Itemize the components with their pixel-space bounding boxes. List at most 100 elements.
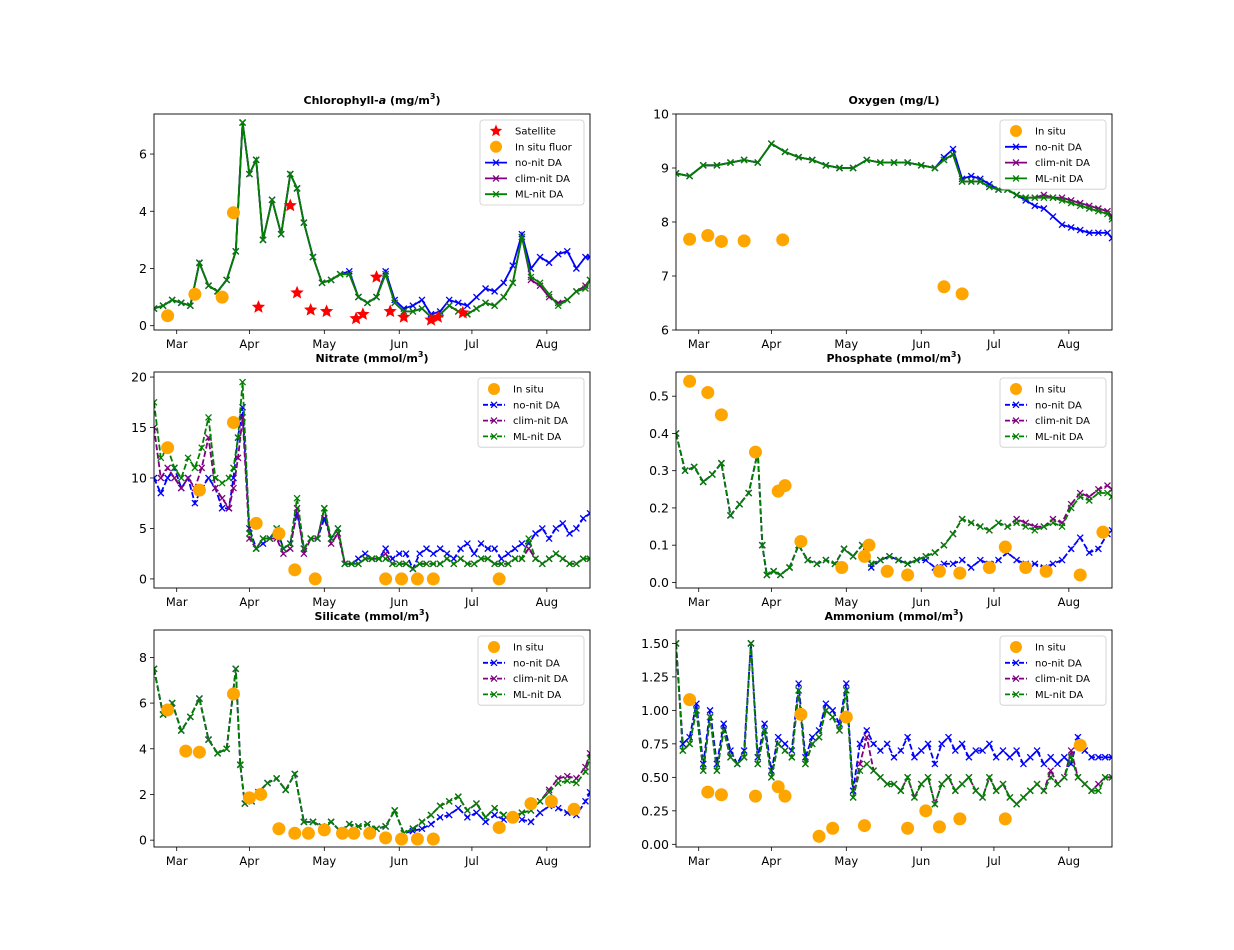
- series-ml-point: [692, 706, 700, 714]
- series-nonit-point: [470, 550, 478, 558]
- series-ml-point: [463, 806, 471, 814]
- series-nonit-point: [924, 740, 932, 748]
- y-tick-label: 0.75: [641, 736, 669, 751]
- series-ml-point: [198, 444, 206, 452]
- legend-clim-marker: [490, 675, 498, 683]
- series-nonit-line: [676, 433, 1112, 577]
- series-nonit-point: [883, 740, 891, 748]
- series-ml-point: [876, 773, 884, 781]
- series-nonit-point: [472, 293, 480, 301]
- x-tick-label: Jun: [389, 854, 408, 868]
- series-nonit-point: [931, 760, 939, 768]
- series-ml-point: [368, 555, 376, 563]
- series-ml-point: [363, 299, 371, 307]
- series-ml-point: [525, 535, 533, 543]
- series-nonit-point: [1058, 221, 1066, 229]
- insitu-point: [161, 703, 175, 717]
- series-nonit-point: [361, 550, 369, 558]
- series-ml-point: [1108, 773, 1112, 781]
- series-ml-point: [699, 767, 707, 775]
- series-ml-point: [699, 478, 707, 486]
- series-nonit-point: [822, 700, 830, 708]
- series-nonit-point: [890, 753, 898, 761]
- series-ml-point: [532, 555, 539, 563]
- series-ml-point: [686, 740, 694, 748]
- insitu-point: [826, 821, 840, 835]
- series-ml-point: [545, 555, 553, 563]
- x-tick-label: May: [312, 854, 336, 868]
- series-ml-point: [1074, 773, 1082, 781]
- series-ml-point: [1026, 787, 1034, 795]
- series-ml-point: [1049, 194, 1057, 202]
- series-ml-point: [186, 302, 194, 310]
- insitu-point: [701, 229, 715, 242]
- y-tick-label: 10: [653, 107, 669, 122]
- series-ml-point: [808, 156, 816, 164]
- x-tick-label: May: [312, 337, 336, 351]
- series-nonit-point: [949, 145, 957, 153]
- series-ml-point: [717, 459, 725, 467]
- series-ml-line: [676, 142, 1112, 220]
- series-nonit-point: [686, 733, 694, 741]
- series-ml-point: [890, 780, 898, 788]
- series-ml-point: [373, 293, 381, 301]
- insitu-point: [426, 572, 440, 586]
- series-ml-point: [890, 159, 898, 167]
- x-tick-label: May: [312, 595, 336, 609]
- series-ml-point: [1019, 793, 1027, 801]
- insitu-point: [880, 564, 894, 578]
- series-nonit-point: [382, 267, 390, 275]
- axes-frame: [153, 371, 591, 589]
- series-nonit-point: [581, 797, 589, 805]
- series-ml-point: [511, 555, 519, 563]
- series-ml-point: [218, 479, 226, 487]
- insitu-point: [249, 516, 263, 530]
- insitu-point: [857, 819, 871, 833]
- series-ml-point: [713, 767, 721, 775]
- series-ml-point: [747, 639, 755, 647]
- series-ml-point: [849, 164, 857, 172]
- series-ml-point: [1067, 504, 1075, 512]
- y-tick-label: 4: [139, 741, 147, 756]
- series-nonit-point: [382, 545, 390, 553]
- series-nonit-point: [1040, 760, 1048, 768]
- x-tick-label: Aug: [1058, 595, 1080, 609]
- series-clim-point: [545, 293, 553, 301]
- x-tick-label: Aug: [536, 337, 558, 351]
- series-ml-point: [770, 567, 778, 575]
- series-nonit-point: [917, 747, 925, 755]
- series-ml-point: [436, 560, 444, 568]
- legend-clim-marker: [1012, 417, 1020, 425]
- satellite-point: [304, 303, 318, 316]
- series-ml-point: [391, 806, 399, 814]
- insitu-point: [179, 744, 193, 758]
- series-ml-point: [676, 169, 680, 177]
- series-ml-point: [1013, 191, 1021, 199]
- insitu-point: [901, 821, 915, 835]
- series-ml-point: [409, 825, 417, 833]
- series-nonit-point: [972, 747, 980, 755]
- series-ml-point: [300, 818, 308, 826]
- series-ml-point: [781, 148, 789, 156]
- series-ml-point: [1013, 519, 1021, 527]
- series-ml-point: [1108, 215, 1112, 223]
- y-tick-label: 8: [139, 650, 147, 665]
- series-nonit-point: [395, 550, 403, 558]
- series-nonit-point: [1067, 545, 1075, 553]
- series-clim-point: [382, 550, 390, 558]
- legend-ml-marker: [490, 432, 498, 440]
- series-clim-point: [234, 454, 242, 462]
- series-nonit-point: [1076, 534, 1084, 542]
- series-ml-point: [157, 454, 165, 462]
- series-ml-point: [154, 305, 158, 313]
- series-nonit-point: [1094, 545, 1102, 553]
- insitu-point: [395, 832, 409, 846]
- insitu-point: [492, 572, 506, 586]
- series-ml-point: [586, 276, 590, 284]
- insitu-point: [317, 823, 331, 837]
- x-tick-label: Apr: [239, 595, 259, 609]
- satellite-point: [319, 304, 334, 318]
- series-clim-point: [279, 550, 287, 558]
- series-ml-point: [940, 541, 948, 549]
- series-ml-point: [470, 560, 478, 568]
